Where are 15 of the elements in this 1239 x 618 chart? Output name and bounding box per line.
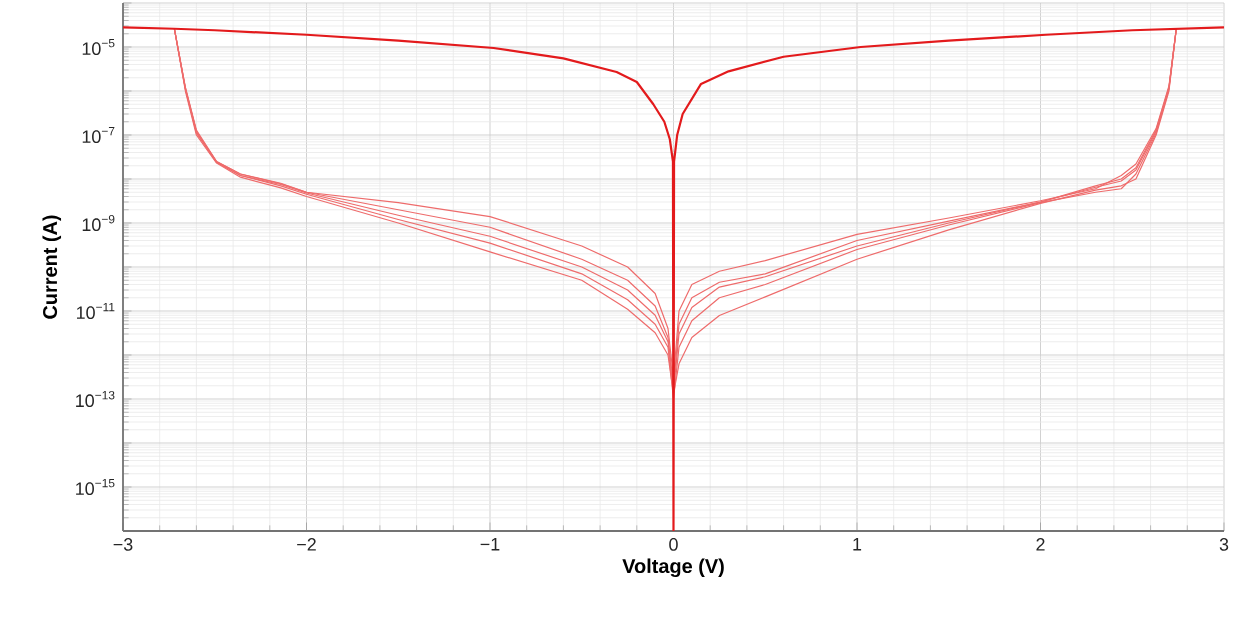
y-tick-label: 10$^{−13}$ [76,390,115,408]
y-tick-label: 10$^{−7}$ [82,127,115,144]
x-tick-label: 1 [853,538,862,551]
y-tick-label: 10$^{−11}$ [77,303,115,320]
x-tick-label: −1 [480,538,500,551]
y-tick-label: 10$^{−5}$ [82,39,115,56]
y-tick-label: 10$^{−15}$ [76,479,115,496]
x-tick-label: 2 [1036,538,1045,551]
x-tick-label: 3 [1219,538,1229,551]
x-tick-label: 0 [669,538,678,551]
x-axis-title: Voltage (V) [622,558,724,578]
y-axis-title: Current (A) [42,215,62,319]
y-tick-label: 10$^{−9}$ [82,214,115,232]
x-tick-label: −2 [297,538,316,551]
x-tick-label: −3 [113,538,133,551]
